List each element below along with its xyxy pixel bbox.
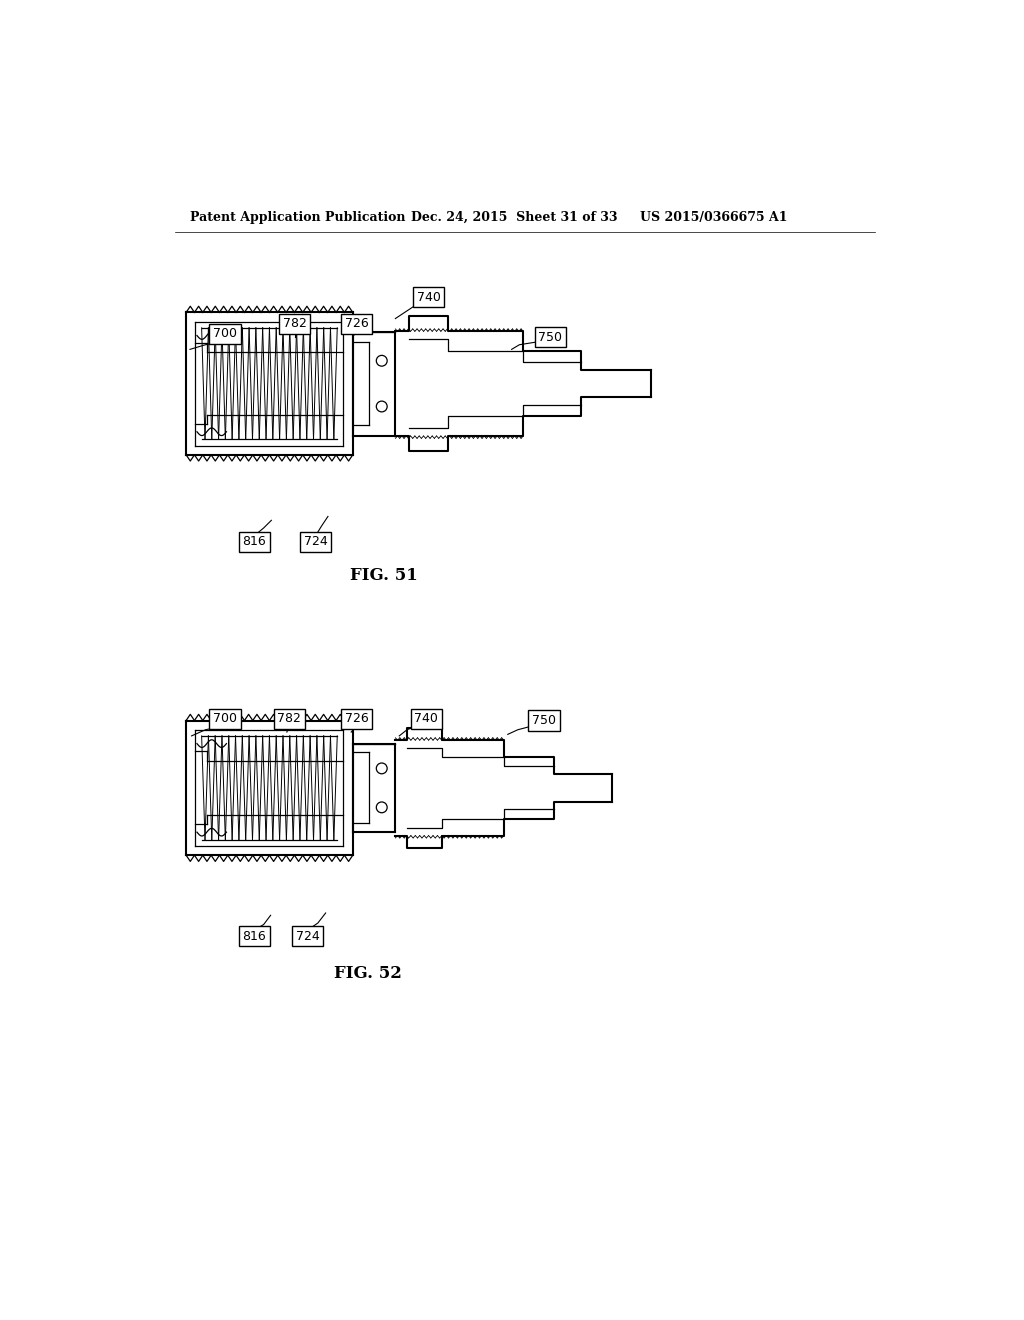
Text: FIG. 52: FIG. 52 [334,965,402,982]
Text: 816: 816 [243,929,266,942]
Text: 782: 782 [278,713,301,726]
Text: US 2015/0366675 A1: US 2015/0366675 A1 [640,211,787,224]
Text: Dec. 24, 2015  Sheet 31 of 33: Dec. 24, 2015 Sheet 31 of 33 [411,211,617,224]
Text: 750: 750 [539,330,562,343]
Text: 740: 740 [415,713,438,726]
Text: 724: 724 [304,536,328,548]
Text: 782: 782 [283,317,306,330]
Text: 740: 740 [417,290,440,304]
Text: 726: 726 [345,317,369,330]
Text: 726: 726 [345,713,369,726]
Text: 750: 750 [532,714,556,727]
Text: Patent Application Publication: Patent Application Publication [190,211,406,224]
Text: FIG. 51: FIG. 51 [350,566,418,583]
Text: 700: 700 [213,327,237,341]
Text: 700: 700 [213,713,237,726]
Text: 816: 816 [243,536,266,548]
Text: 724: 724 [296,929,319,942]
